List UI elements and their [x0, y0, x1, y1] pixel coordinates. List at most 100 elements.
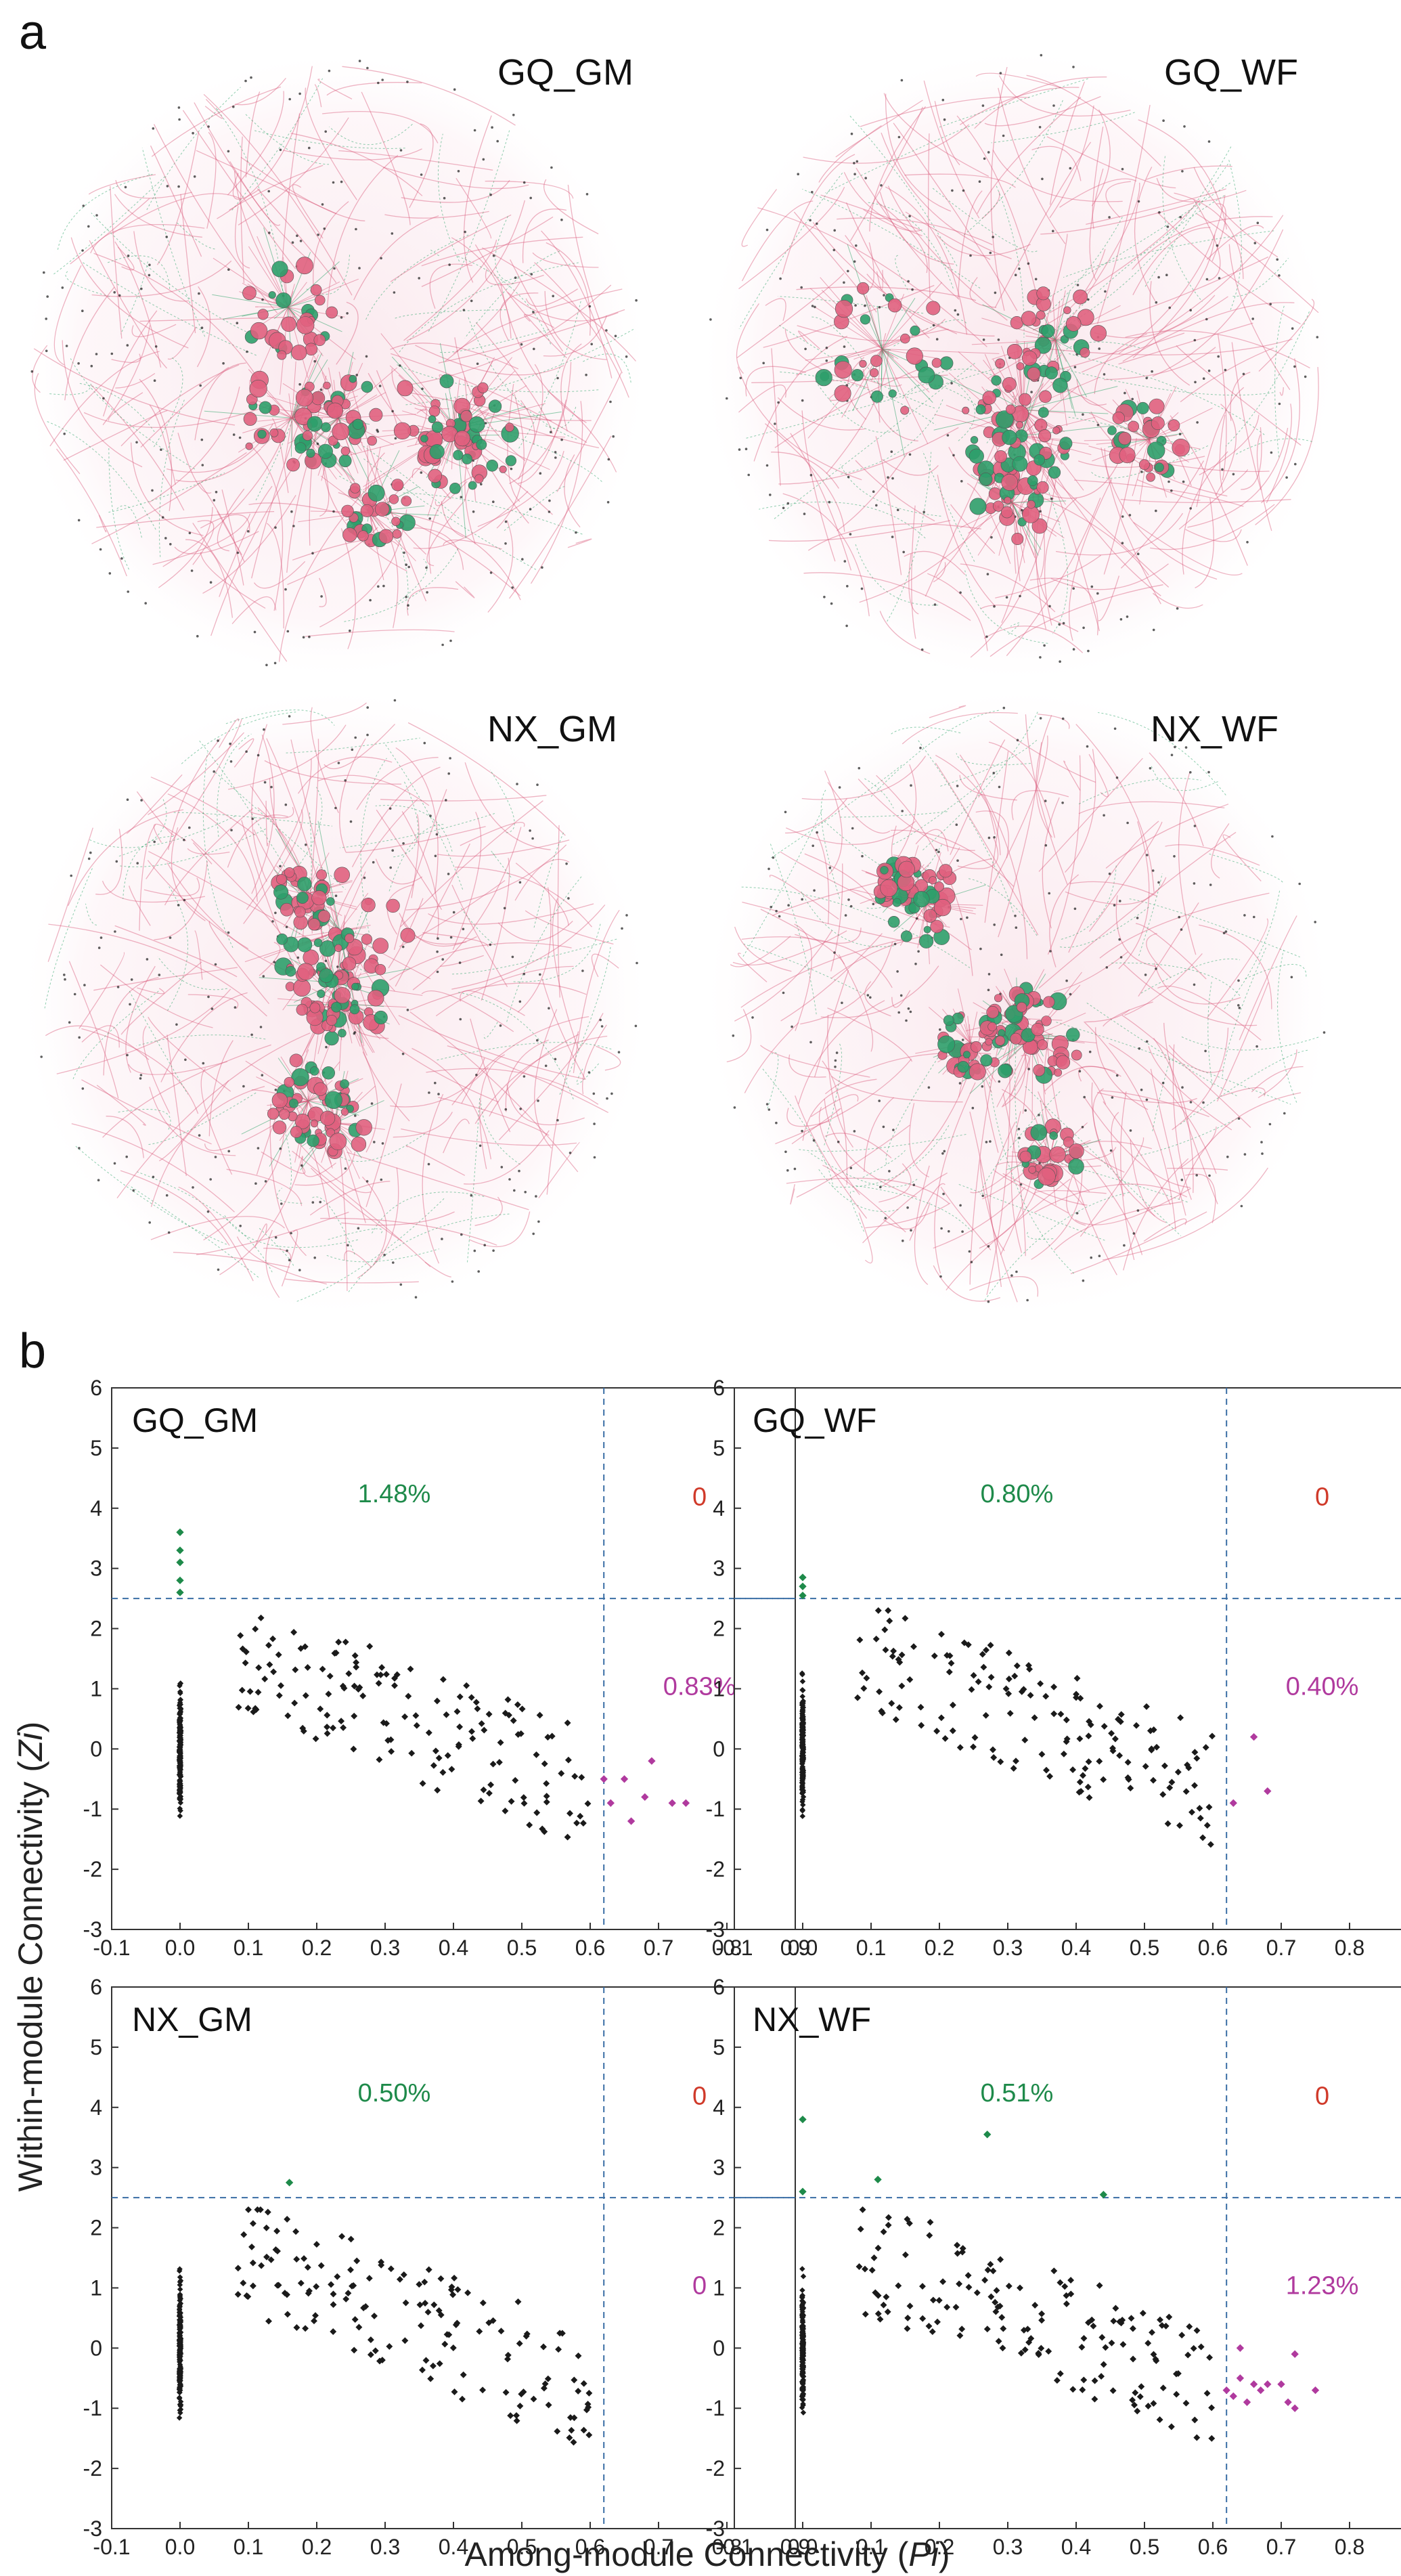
network-node-pink — [295, 389, 313, 407]
network-node — [987, 1245, 990, 1248]
peripheral-point — [1143, 1703, 1150, 1710]
network-node-green — [943, 1015, 954, 1026]
positive-edge — [908, 553, 919, 615]
network-node-pink — [388, 494, 399, 504]
network-node — [1256, 221, 1260, 225]
positive-edge — [371, 512, 399, 628]
positive-edge — [1054, 1201, 1182, 1251]
network-node — [1062, 621, 1065, 625]
peripheral-point — [1050, 1710, 1058, 1718]
network-node-green — [1030, 1124, 1048, 1141]
network-node — [544, 1064, 548, 1068]
peripheral-point — [545, 2401, 552, 2409]
network-node — [355, 374, 358, 376]
positive-edge — [314, 84, 322, 108]
y-tick-label: 4 — [90, 1496, 102, 1521]
peripheral-point — [868, 2267, 876, 2274]
network-node — [548, 510, 551, 513]
network-node — [1216, 244, 1219, 247]
network-node — [828, 500, 831, 504]
network-node — [816, 831, 818, 834]
positive-edge — [881, 132, 1012, 259]
peripheral-point — [933, 1728, 941, 1734]
network-node — [1078, 1070, 1082, 1073]
network-node — [811, 305, 814, 307]
positive-edge — [845, 202, 930, 339]
network-node — [993, 923, 996, 926]
positive-edge — [479, 1054, 506, 1169]
peripheral-point — [312, 1735, 319, 1743]
positive-edge — [1138, 902, 1199, 997]
network-node — [1126, 615, 1129, 618]
network-node — [732, 1034, 735, 1037]
network-node — [284, 803, 288, 806]
peripheral-point — [317, 2262, 325, 2269]
positive-edge — [1044, 498, 1077, 626]
positive-edge — [738, 384, 786, 413]
positive-edge — [864, 1097, 895, 1173]
network-node — [148, 263, 151, 267]
network-node-pink — [454, 430, 470, 447]
network-node — [301, 1164, 303, 1167]
positive-edge — [324, 724, 395, 770]
module-edge — [881, 349, 929, 445]
negative-edge — [181, 712, 296, 764]
annotation-network-hubs: 0 — [1315, 1483, 1329, 1511]
network-node — [126, 1053, 129, 1057]
network-node — [1189, 1101, 1193, 1104]
network-node — [1052, 104, 1055, 107]
network-node — [154, 345, 158, 348]
positive-edge — [234, 738, 254, 768]
network-node-pink — [835, 300, 853, 318]
network-node — [110, 352, 114, 355]
positive-edge — [253, 829, 297, 906]
network-node — [317, 234, 319, 236]
peripheral-point — [238, 1686, 246, 1694]
network-node — [245, 750, 248, 753]
positive-edge — [227, 814, 288, 868]
network-node — [337, 762, 340, 764]
negative-edge — [958, 385, 975, 441]
network-node-green — [851, 369, 864, 382]
peripheral-point — [324, 1723, 331, 1730]
network-node — [593, 1156, 596, 1159]
negative-edge — [481, 1100, 520, 1165]
negative-edge — [70, 358, 196, 470]
network-node — [118, 294, 121, 297]
positive-edge — [1011, 790, 1069, 821]
peripheral-point — [378, 1664, 386, 1671]
network-node — [751, 1016, 754, 1019]
positive-edge — [99, 964, 213, 1028]
positive-edge — [732, 930, 847, 966]
network-node — [825, 359, 828, 362]
network-node — [569, 1152, 572, 1154]
positive-edge — [269, 1104, 307, 1257]
network-node — [520, 343, 523, 346]
panel-a-label: a — [19, 5, 47, 60]
network-node — [63, 433, 66, 435]
positive-edge — [1133, 521, 1243, 576]
network-node-pink — [378, 529, 394, 544]
peripheral-point — [1191, 1749, 1199, 1756]
peripheral-point — [558, 1770, 565, 1777]
positive-edge — [862, 1173, 948, 1244]
peripheral-point — [436, 2360, 443, 2367]
positive-edge — [125, 965, 156, 1073]
network-node-green — [815, 369, 832, 387]
peripheral-point — [342, 2295, 350, 2302]
network-node-pink — [290, 1126, 303, 1138]
peripheral-point — [387, 2265, 395, 2273]
network-node — [113, 1162, 116, 1165]
positive-edge — [1166, 1167, 1228, 1171]
positive-edge — [883, 93, 989, 177]
network-node-pink — [1031, 518, 1048, 534]
positive-edge — [1103, 1001, 1153, 1027]
network-node — [849, 1166, 853, 1169]
network-node — [284, 588, 287, 591]
positive-edge — [1081, 332, 1185, 373]
network-node — [1237, 1004, 1240, 1007]
module-edge — [307, 418, 339, 450]
network-node — [97, 946, 101, 949]
positive-edge — [411, 814, 420, 898]
network-node-pink — [859, 359, 867, 368]
